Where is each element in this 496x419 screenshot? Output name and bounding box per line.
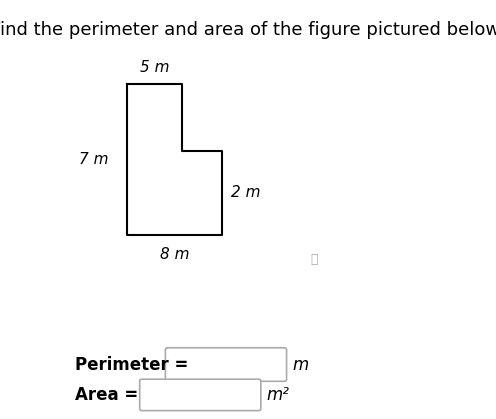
Text: m: m xyxy=(292,356,309,373)
Text: m²: m² xyxy=(266,386,289,404)
Text: 🔍: 🔍 xyxy=(310,253,318,266)
Text: Find the perimeter and area of the figure pictured below.: Find the perimeter and area of the figur… xyxy=(0,21,496,39)
Text: 8 m: 8 m xyxy=(160,247,189,262)
FancyBboxPatch shape xyxy=(165,348,287,381)
Text: 5 m: 5 m xyxy=(140,60,169,75)
Text: Perimeter =: Perimeter = xyxy=(75,356,189,373)
Text: Area =: Area = xyxy=(75,386,139,404)
Text: 2 m: 2 m xyxy=(232,185,261,200)
Text: 7 m: 7 m xyxy=(79,152,109,167)
FancyBboxPatch shape xyxy=(140,379,261,411)
